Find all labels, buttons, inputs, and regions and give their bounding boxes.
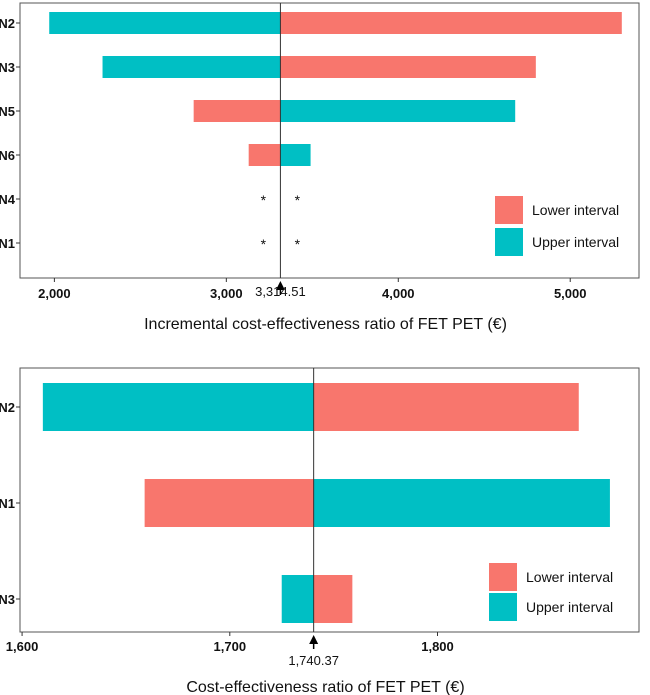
- annotation-asterisk: *: [295, 192, 301, 208]
- category-label: N2: [0, 400, 15, 415]
- legend-label: Upper interval: [526, 599, 613, 615]
- bar-n5-lower: [193, 100, 281, 122]
- x-tick-label: 4,000: [382, 286, 415, 301]
- legend: Lower interval Upper interval: [495, 196, 619, 256]
- bar-n2-upper: [42, 383, 314, 431]
- legend-swatch: [495, 196, 523, 224]
- bar-n1-lower: [144, 479, 314, 527]
- x-tick-label: 1,800: [421, 639, 454, 654]
- baseline-arrow-icon: [309, 635, 319, 644]
- category-label: N6: [0, 148, 15, 163]
- baseline-value-label: 1,740.37: [288, 653, 339, 668]
- category-label: N1: [0, 236, 15, 251]
- annotation-asterisk: *: [261, 192, 267, 208]
- bar-n5-upper: [280, 100, 516, 122]
- category-label: N1: [0, 496, 15, 511]
- bar-n2-upper: [49, 12, 281, 34]
- legend-swatch: [489, 563, 517, 591]
- legend-swatch: [489, 593, 517, 621]
- legend-label: Lower interval: [532, 202, 619, 218]
- legend-label: Lower interval: [526, 569, 613, 585]
- x-tick-label: 1,600: [6, 639, 39, 654]
- bar-n2-lower: [280, 12, 622, 34]
- x-tick-label: 2,000: [38, 286, 71, 301]
- x-axis-title: Incremental cost-effectiveness ratio of …: [144, 316, 507, 333]
- chart-panel-icer: N2 N3 N5 N6 N4 N1 * * * * 2,000 3,000 4,000 5,000 3,31…: [0, 2, 640, 333]
- legend-swatch: [495, 228, 523, 256]
- bar-n1-upper: [313, 479, 610, 527]
- plot-border: [19, 367, 640, 633]
- x-tick-label: 5,000: [554, 286, 587, 301]
- legend: Lower interval Upper interval: [489, 563, 613, 621]
- bar-n3-upper: [102, 56, 281, 78]
- category-label: N2: [0, 16, 15, 31]
- annotation-asterisk: *: [261, 236, 267, 252]
- category-label: N3: [0, 592, 15, 607]
- bar-n2-lower: [313, 383, 579, 431]
- bar-n3-upper: [281, 575, 314, 623]
- chart-panel-cer: N2 N1 N3 1,600 1,700 1,800 1,740.37 Cost-effect…: [0, 367, 640, 695]
- category-label: N5: [0, 104, 15, 119]
- baseline-value-label: 3,314.51: [255, 284, 306, 299]
- category-label: N3: [0, 60, 15, 75]
- x-axis-title: Cost-effectiveness ratio of FET PET (€): [186, 679, 464, 695]
- x-tick-label: 1,700: [214, 639, 247, 654]
- legend-label: Upper interval: [532, 234, 619, 250]
- baseline-arrow-icon: [275, 281, 285, 290]
- bar-n3-lower: [280, 56, 536, 78]
- annotation-asterisk: *: [295, 236, 301, 252]
- category-label: N4: [0, 192, 16, 207]
- bar-n6-lower: [248, 144, 281, 166]
- bar-n6-upper: [280, 144, 311, 166]
- x-tick-label: 3,000: [210, 286, 243, 301]
- plot-border: [19, 2, 640, 279]
- bar-n3-lower: [313, 575, 353, 623]
